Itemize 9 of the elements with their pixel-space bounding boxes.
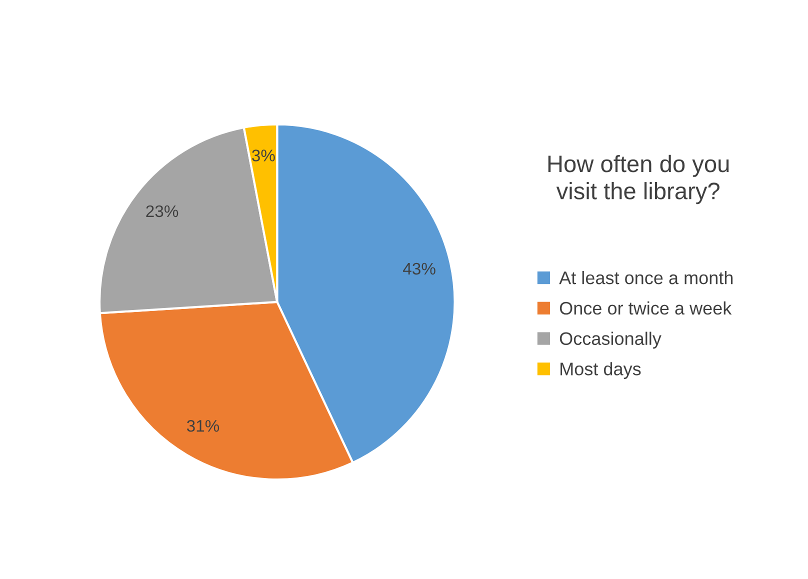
- legend-label: At least once a month: [559, 271, 733, 284]
- legend-label: Once or twice a week: [560, 301, 732, 315]
- data-label: 3%: [252, 150, 275, 162]
- data-label: 23%: [146, 205, 178, 218]
- data-label: 31%: [186, 420, 220, 432]
- legend-label: Occasionally: [560, 332, 662, 349]
- legend-label: Most days: [560, 362, 641, 379]
- data-label: 43%: [403, 262, 436, 275]
- text: How often do you visit the library?: [548, 154, 729, 204]
